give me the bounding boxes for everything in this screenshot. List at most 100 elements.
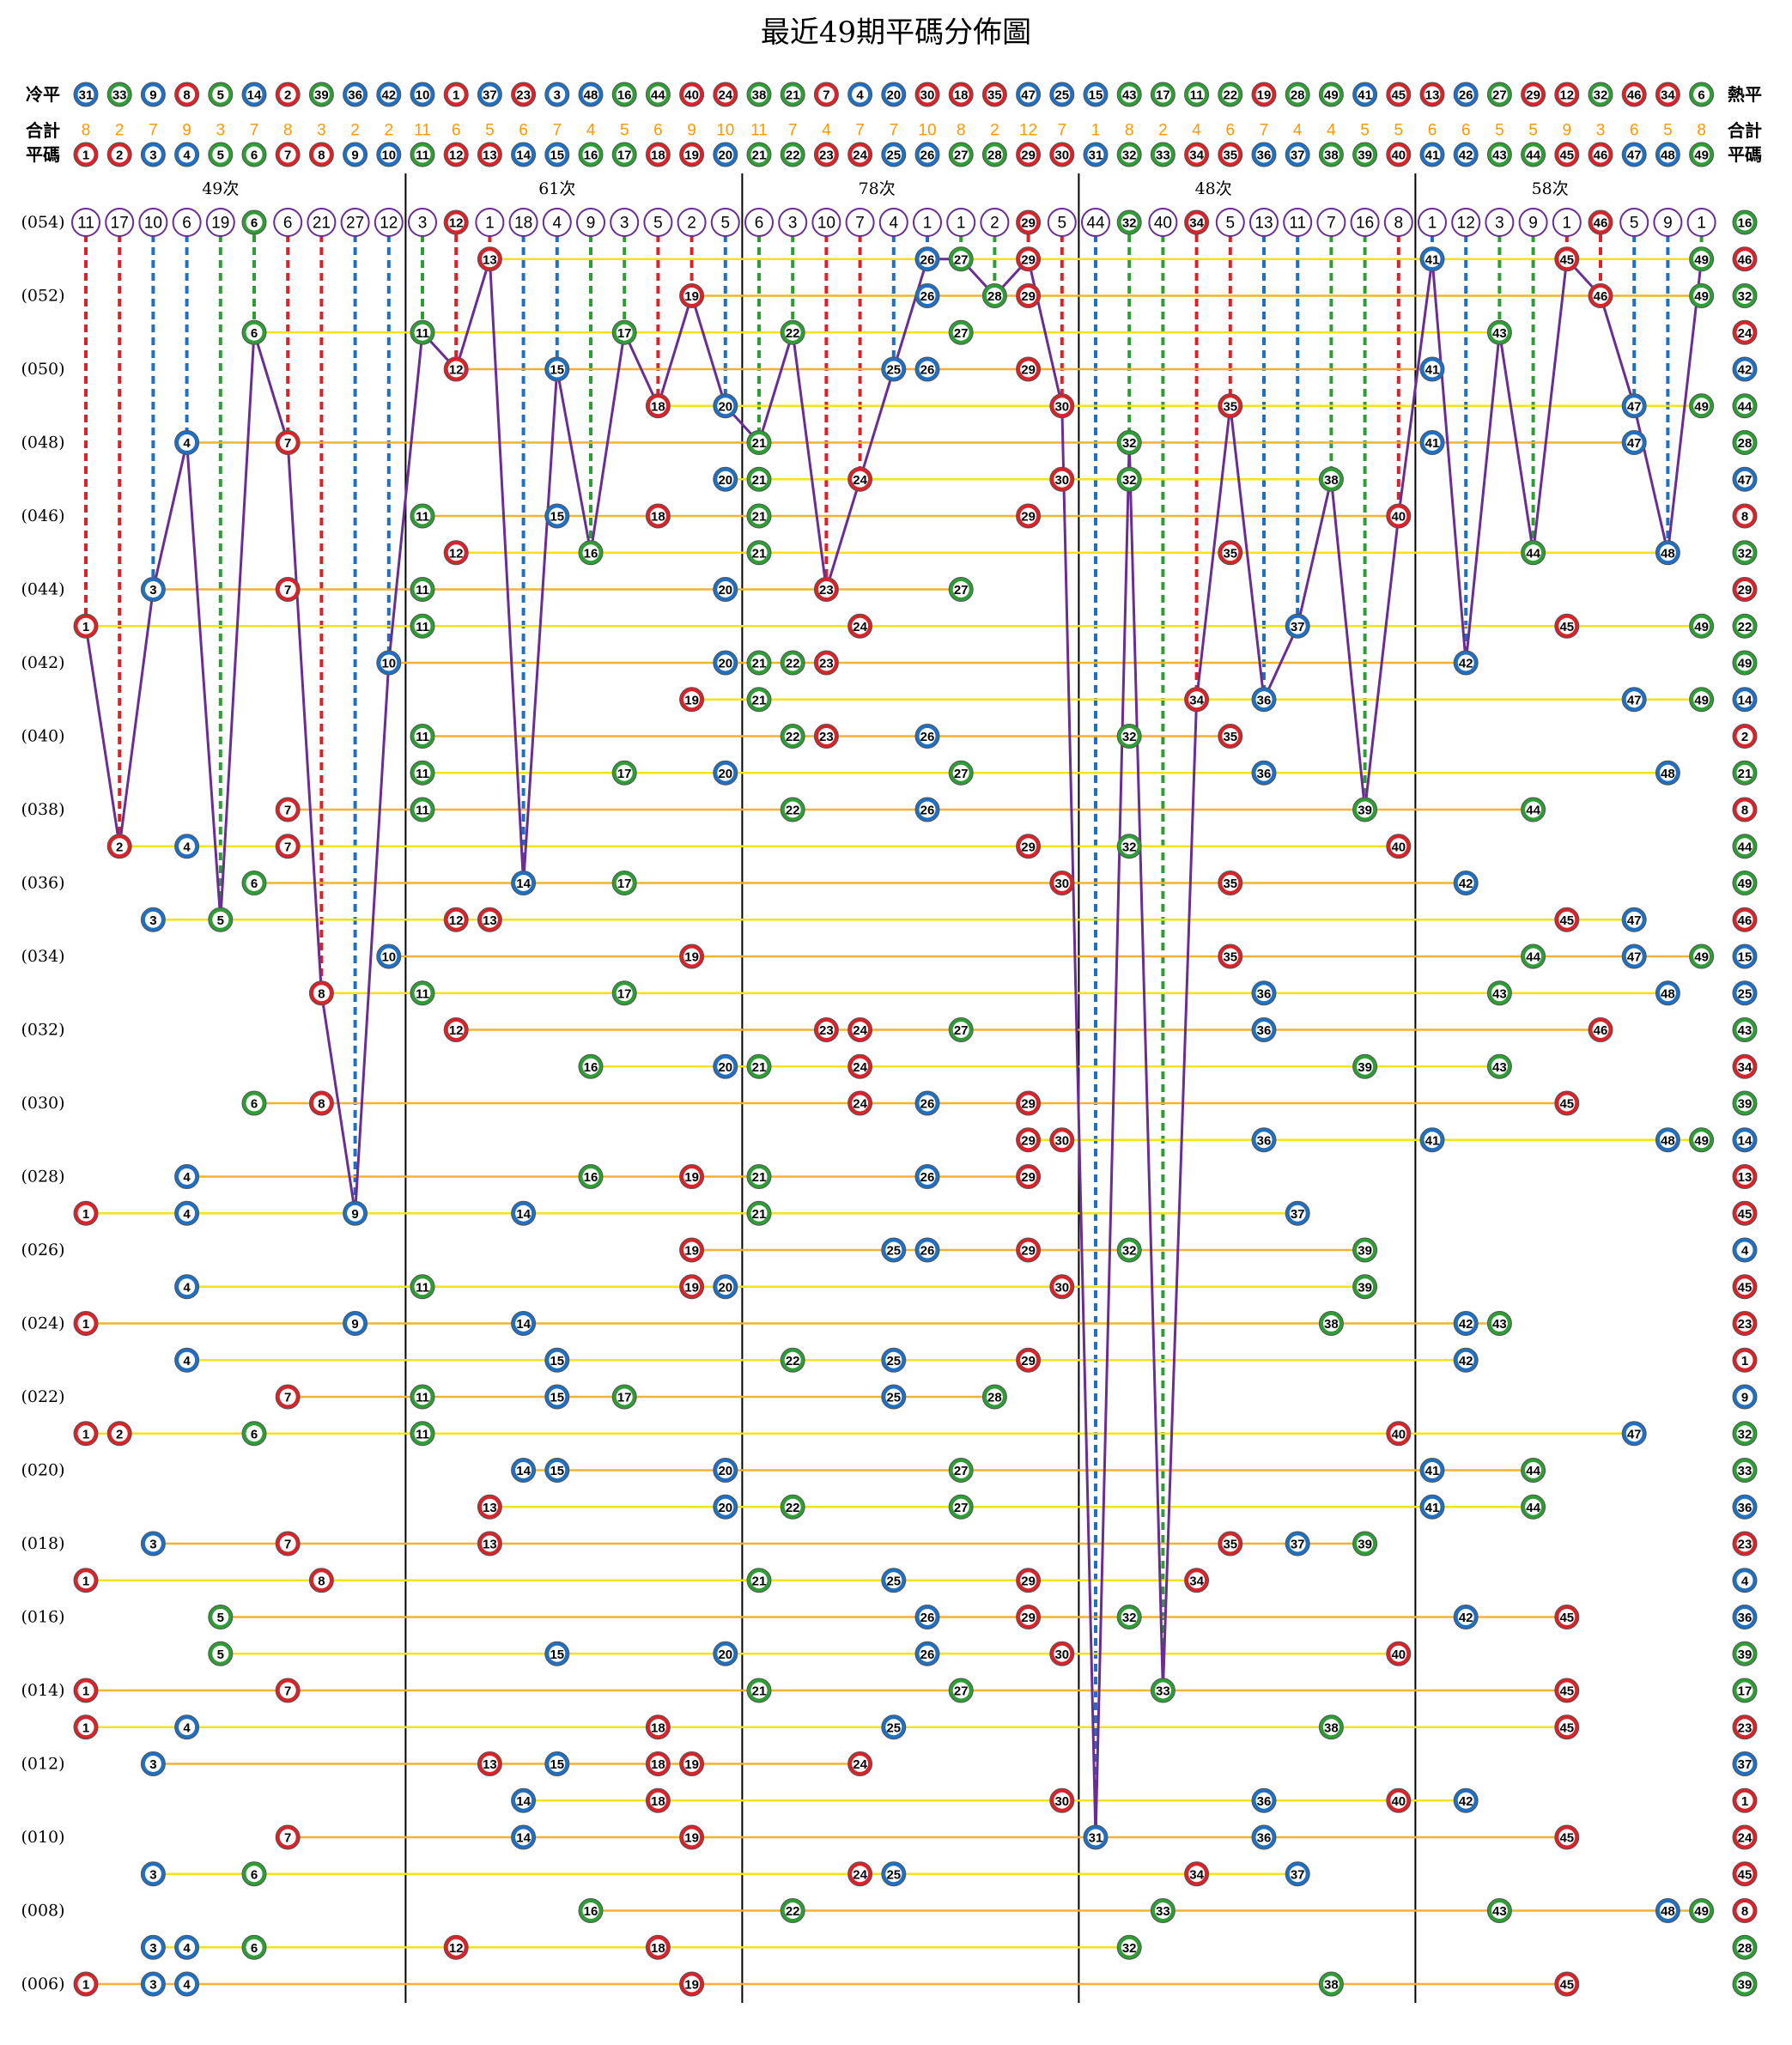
drawn-ball: 45 bbox=[1554, 1090, 1580, 1116]
drawn-ball: 47 bbox=[1621, 687, 1647, 713]
number-ball: 32 bbox=[1116, 142, 1142, 167]
drawn-ball: 7 bbox=[275, 1384, 301, 1410]
miss-count: 16 bbox=[1350, 208, 1380, 237]
period-label: (052) bbox=[21, 287, 64, 306]
svg-text:9: 9 bbox=[149, 88, 156, 103]
drawn-ball: 19 bbox=[679, 1274, 705, 1300]
drawn-ball: 27 bbox=[948, 1458, 974, 1483]
svg-text:21: 21 bbox=[752, 1574, 767, 1588]
miss-count: 44 bbox=[1081, 208, 1110, 237]
svg-text:20: 20 bbox=[718, 1280, 732, 1295]
drawn-ball: 17 bbox=[611, 871, 637, 895]
svg-text:35: 35 bbox=[1223, 877, 1237, 891]
svg-text:33: 33 bbox=[1156, 149, 1170, 163]
drawn-ball: 4 bbox=[174, 1274, 200, 1300]
svg-text:8: 8 bbox=[1741, 510, 1748, 525]
svg-text:38: 38 bbox=[1324, 1978, 1339, 1993]
svg-text:26: 26 bbox=[920, 1170, 935, 1185]
cold-ball: 24 bbox=[713, 82, 738, 107]
svg-text:32: 32 bbox=[1594, 88, 1608, 103]
svg-text:14: 14 bbox=[516, 149, 531, 163]
svg-text:12: 12 bbox=[449, 1023, 464, 1038]
svg-text:24: 24 bbox=[718, 88, 732, 103]
svg-text:36: 36 bbox=[348, 88, 362, 103]
hot-ball: 34 bbox=[1732, 1053, 1758, 1079]
drawn-ball: 23 bbox=[813, 650, 839, 676]
cold-ball: 26 bbox=[1453, 82, 1479, 107]
svg-text:47: 47 bbox=[1627, 693, 1642, 707]
drawn-ball: 15 bbox=[544, 1384, 570, 1410]
drawn-ball: 11 bbox=[410, 319, 435, 345]
svg-text:33: 33 bbox=[1156, 1684, 1170, 1699]
drawn-ball: 29 bbox=[1016, 246, 1042, 272]
svg-text:5: 5 bbox=[217, 1648, 224, 1662]
period-label: (054) bbox=[21, 213, 64, 232]
drawn-ball: 18 bbox=[645, 1787, 671, 1813]
svg-text:41: 41 bbox=[1425, 1464, 1440, 1478]
svg-text:12: 12 bbox=[1457, 215, 1475, 233]
svg-text:17: 17 bbox=[617, 767, 632, 781]
svg-text:34: 34 bbox=[1661, 88, 1675, 103]
svg-text:21: 21 bbox=[752, 473, 767, 488]
number-ball: 14 bbox=[511, 142, 537, 167]
svg-text:16: 16 bbox=[1738, 216, 1753, 231]
svg-text:15: 15 bbox=[550, 1648, 564, 1662]
miss-count: 2 bbox=[980, 208, 1010, 237]
number-ball: 4 bbox=[174, 142, 200, 167]
cold-ball: 44 bbox=[645, 82, 671, 107]
svg-text:4: 4 bbox=[183, 1978, 191, 1993]
drawn-ball: 29 bbox=[1016, 1127, 1042, 1153]
miss-count: 2 bbox=[677, 208, 707, 237]
miss-count: 32 bbox=[1116, 209, 1142, 235]
svg-text:4: 4 bbox=[183, 1207, 191, 1222]
drawn-ball: 21 bbox=[746, 650, 772, 676]
drawn-ball: 6 bbox=[241, 871, 267, 895]
svg-text:10: 10 bbox=[817, 215, 835, 233]
svg-text:48: 48 bbox=[1661, 149, 1675, 163]
svg-text:40: 40 bbox=[1391, 1794, 1406, 1809]
svg-text:7: 7 bbox=[855, 215, 865, 233]
drawn-ball: 15 bbox=[544, 1641, 570, 1666]
svg-text:23: 23 bbox=[819, 1023, 834, 1038]
drawn-ball: 20 bbox=[713, 393, 738, 419]
drawn-ball: 21 bbox=[746, 1568, 772, 1593]
svg-text:37: 37 bbox=[483, 88, 497, 103]
total-value: 10 bbox=[716, 122, 734, 140]
svg-text:47: 47 bbox=[1627, 913, 1642, 928]
svg-text:25: 25 bbox=[886, 1574, 901, 1588]
svg-text:8: 8 bbox=[318, 1574, 325, 1588]
svg-text:37: 37 bbox=[1291, 1207, 1305, 1222]
number-ball: 5 bbox=[208, 142, 234, 167]
svg-text:20: 20 bbox=[718, 1060, 732, 1075]
cold-ball: 23 bbox=[511, 82, 537, 107]
miss-count: 5 bbox=[710, 208, 740, 237]
drawn-ball: 25 bbox=[881, 1237, 907, 1263]
svg-text:21: 21 bbox=[752, 1060, 767, 1075]
drawn-ball: 38 bbox=[1318, 1311, 1344, 1336]
svg-text:32: 32 bbox=[1122, 149, 1137, 163]
miss-count: 3 bbox=[610, 208, 640, 237]
svg-text:27: 27 bbox=[954, 149, 969, 163]
drawn-ball: 47 bbox=[1621, 944, 1647, 969]
drawn-ball: 42 bbox=[1453, 871, 1479, 895]
svg-text:49: 49 bbox=[1694, 1904, 1709, 1919]
miss-count: 17 bbox=[105, 208, 135, 237]
svg-text:7: 7 bbox=[284, 840, 291, 854]
total-value: 7 bbox=[149, 122, 158, 140]
miss-count: 27 bbox=[340, 208, 370, 237]
drawn-ball: 42 bbox=[1453, 650, 1479, 676]
svg-text:21: 21 bbox=[752, 1684, 767, 1699]
svg-text:10: 10 bbox=[144, 215, 162, 233]
total-value: 4 bbox=[1293, 122, 1303, 140]
svg-text:30: 30 bbox=[1054, 1280, 1069, 1295]
svg-text:4: 4 bbox=[890, 215, 899, 233]
svg-text:38: 38 bbox=[1324, 473, 1339, 488]
total-value: 7 bbox=[1260, 122, 1269, 140]
number-ball: 10 bbox=[376, 142, 402, 167]
svg-text:43: 43 bbox=[1492, 1317, 1507, 1332]
svg-text:2: 2 bbox=[116, 149, 123, 163]
number-ball: 6 bbox=[241, 142, 267, 167]
drawn-ball: 20 bbox=[713, 1458, 738, 1483]
svg-text:45: 45 bbox=[1738, 1207, 1753, 1222]
